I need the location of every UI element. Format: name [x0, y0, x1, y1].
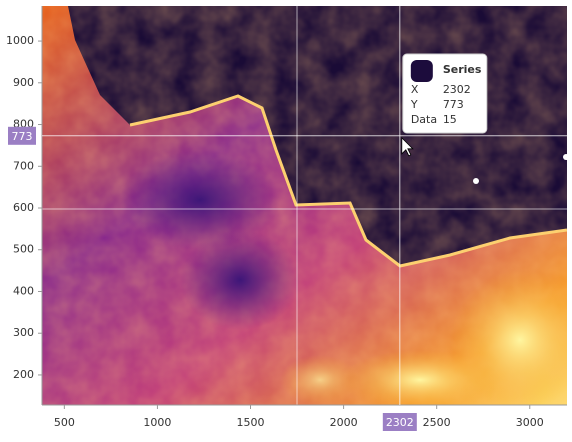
y-tick-label: 400 [13, 284, 34, 297]
y-tick-label: 1000 [6, 34, 34, 47]
tooltip-key: Y [410, 98, 418, 111]
x-tick-label: 3000 [516, 416, 544, 429]
x-tick-label: 2500 [423, 416, 451, 429]
crosshair-y-badge [8, 126, 36, 145]
tooltip: Series X 2302 Y 773 Data 15 [402, 53, 488, 134]
crosshair-x-label: 2302 [386, 416, 414, 429]
y-tick-label: 300 [13, 326, 34, 339]
y-tick-label: 900 [13, 76, 34, 89]
y-tick-label: 500 [13, 243, 34, 256]
tooltip-value: 2302 [443, 83, 471, 96]
crosshair-y-label: 773 [12, 130, 33, 143]
heatmap-image [42, 6, 567, 405]
tooltip-key: Data [411, 113, 437, 126]
tooltip-swatch [410, 60, 433, 82]
y-tick-label: 600 [13, 201, 34, 214]
y-tick-label: 700 [13, 159, 34, 172]
x-tick-label: 2000 [330, 416, 358, 429]
tooltip-value: 15 [443, 113, 457, 126]
y-tick-label: 200 [13, 368, 34, 381]
crosshair-x-badge [382, 413, 417, 431]
x-tick-label: 500 [54, 416, 75, 429]
tooltip-series: Series [443, 63, 482, 76]
tooltip-key: X [411, 83, 419, 96]
x-tick-label: 1500 [237, 416, 265, 429]
tooltip-value: 773 [443, 98, 464, 111]
x-tick-label: 1000 [143, 416, 171, 429]
cursor [401, 136, 414, 157]
